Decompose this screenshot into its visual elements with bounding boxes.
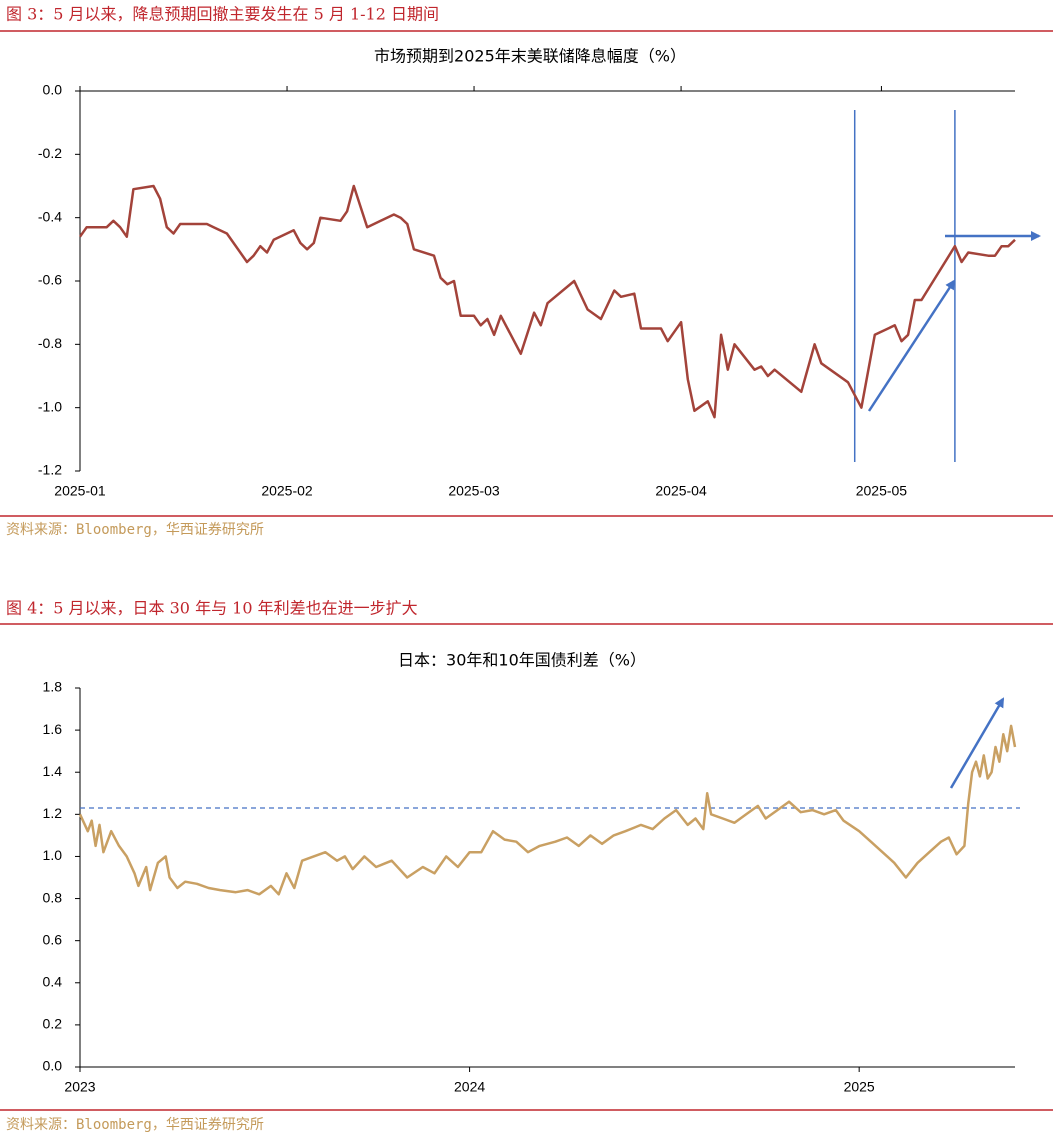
y-tick-label: -0.6 [38,272,62,288]
y-tick-label: 0.4 [43,973,63,989]
y-tick-label: 1.4 [43,763,63,779]
x-tick-label: 2025-04 [655,483,707,499]
y-tick-label: 1.6 [43,721,63,737]
x-tick-label: 2025 [844,1079,875,1095]
y-tick-label: 0.8 [43,889,63,905]
x-tick-label: 2025-01 [54,483,106,499]
data-line [78,184,1016,419]
source: 资料来源：Bloomberg，华西证券研究所 [6,1117,264,1133]
trend-arrow [949,697,1005,789]
y-tick-label: 0.6 [43,931,63,947]
y-tick-label: 1.2 [43,805,63,821]
source: 资料来源：Bloomberg，华西证券研究所 [6,522,264,538]
y-tick-label: -1.0 [38,398,62,414]
trend-arrow [867,279,956,412]
x-tick-label: 2025-03 [448,483,500,499]
y-tick-label: 1.8 [43,679,63,695]
x-tick-label: 2024 [454,1079,485,1095]
y-tick-label: -1.2 [38,462,62,478]
y-tick-label: -0.8 [38,335,62,351]
y-tick-label: 0.0 [43,82,63,98]
chart-title: 日本：30年和10年国债利差（%） [398,651,646,670]
figure-title: 图 3：5 月以来，降息预期回撤主要发生在 5 月 1-12 日期间 [6,5,439,24]
y-tick-label: -0.4 [38,208,62,224]
figure-title: 图 4：5 月以来，日本 30 年与 10 年利差也在进一步扩大 [6,599,418,618]
y-tick-label: 1.0 [43,847,63,863]
data-line [78,724,1017,896]
x-tick-label: 2023 [64,1079,95,1095]
x-tick-label: 2025-02 [261,483,313,499]
y-tick-label: 0.2 [43,1016,63,1032]
y-tick-label: -0.2 [38,145,62,161]
x-tick-label: 2025-05 [856,483,908,499]
y-tick-label: 0.0 [43,1058,63,1074]
chart-title: 市场预期到2025年末美联储降息幅度（%） [374,47,686,66]
